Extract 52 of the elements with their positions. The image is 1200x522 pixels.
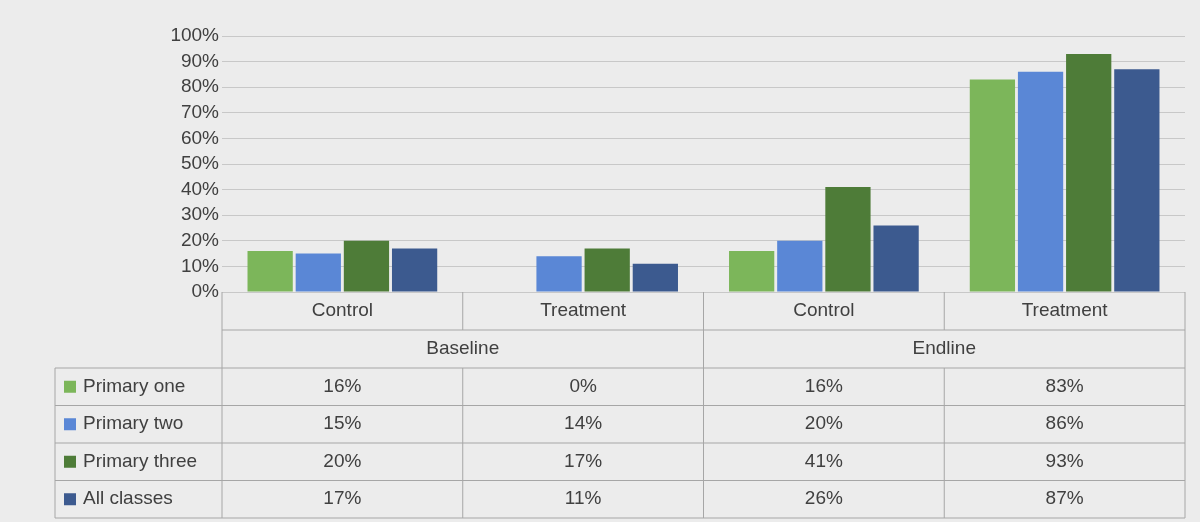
data-label: 20% xyxy=(323,449,362,471)
data-label: 93% xyxy=(1045,449,1084,471)
bar xyxy=(777,240,823,292)
y-tick-label: 80% xyxy=(180,75,220,97)
y-tick-label: 0% xyxy=(191,280,220,302)
data-label: 41% xyxy=(804,449,843,471)
bar xyxy=(873,225,919,292)
y-tick-label: 40% xyxy=(180,177,220,199)
legend-label: Primary three xyxy=(83,449,198,471)
y-tick-label: 60% xyxy=(180,126,220,148)
legend-label: Primary two xyxy=(83,412,184,434)
y-tick-label: 50% xyxy=(180,152,220,174)
text: Endline xyxy=(912,337,976,359)
x-tick-label: Control xyxy=(311,299,373,321)
bar xyxy=(825,187,871,292)
data-label: 17% xyxy=(564,449,603,471)
bar xyxy=(1114,69,1160,292)
data-label: 16% xyxy=(323,374,362,396)
data-label: 16% xyxy=(804,374,843,396)
data-label: 26% xyxy=(804,487,843,509)
legend-label: Primary one xyxy=(83,374,186,396)
data-label: 0% xyxy=(569,374,597,396)
data-label: 86% xyxy=(1045,412,1084,434)
bar xyxy=(632,263,678,292)
x-tick-label: Treatment xyxy=(1021,299,1109,321)
bar xyxy=(343,240,390,292)
y-tick-label: 20% xyxy=(180,229,220,251)
y-tick-label: 70% xyxy=(180,101,220,123)
y-tick-label: 100% xyxy=(170,24,220,46)
bar xyxy=(969,79,1016,292)
bar xyxy=(247,251,293,292)
x-tick-label: Treatment xyxy=(540,299,627,321)
y-tick-label: 90% xyxy=(180,49,220,71)
x-tick-label: Control xyxy=(793,299,855,321)
data-label: 17% xyxy=(323,487,362,509)
data-label: 83% xyxy=(1045,374,1084,396)
bar xyxy=(1017,71,1064,292)
data-label: 14% xyxy=(564,412,603,434)
y-tick-label: 30% xyxy=(180,203,220,225)
text: Baseline xyxy=(426,337,500,359)
bar xyxy=(1066,53,1112,292)
bar xyxy=(295,253,341,292)
bar xyxy=(536,256,582,292)
data-label: 87% xyxy=(1045,487,1084,509)
data-label: 11% xyxy=(564,487,602,509)
bar xyxy=(729,251,775,292)
bar xyxy=(584,248,630,292)
data-label: 15% xyxy=(323,412,362,434)
legend-label: All classes xyxy=(83,487,173,509)
y-tick-label: 10% xyxy=(180,254,220,276)
bar xyxy=(391,248,438,292)
data-label: 20% xyxy=(804,412,843,434)
